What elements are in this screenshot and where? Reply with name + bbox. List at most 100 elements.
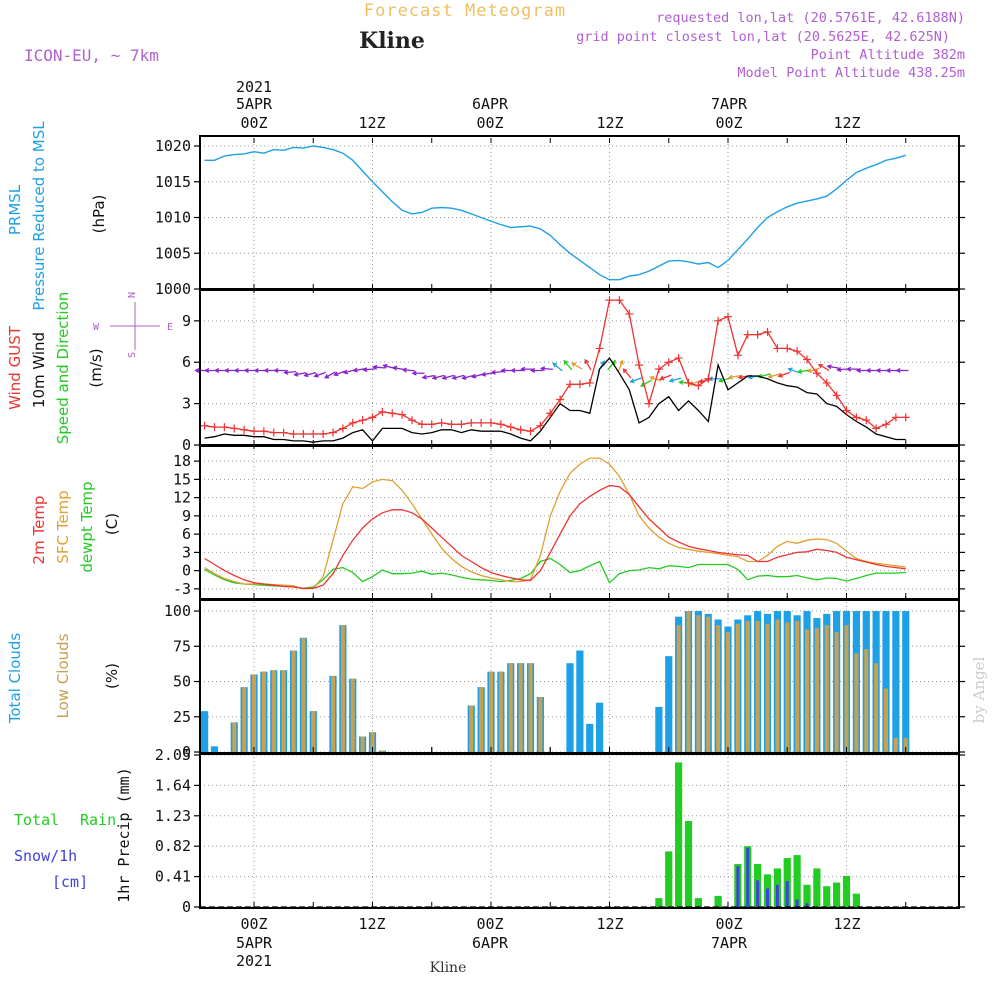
gust-marker	[477, 418, 486, 427]
wind-direction-arrow	[530, 368, 544, 373]
chart-title: Forecast Meteogram	[364, 1, 566, 21]
wind-gust-series-line	[204, 299, 906, 435]
rain-bar	[842, 875, 851, 907]
top-hour-label-2: 12Z	[358, 114, 385, 132]
gust-marker	[516, 425, 525, 434]
wind-direction-arrow	[411, 370, 425, 376]
gust-marker	[250, 427, 258, 436]
y-tick-label: 15	[173, 470, 191, 488]
low-cloud-bar	[469, 705, 474, 752]
total-cloud-bar	[882, 611, 890, 752]
wind-direction-arrow	[727, 374, 741, 380]
total-clouds-label: Total Clouds	[6, 633, 24, 725]
precip-panel-frame	[199, 753, 960, 909]
gust-marker	[664, 358, 673, 367]
model-name: ICON-EU, ~ 7km	[24, 46, 159, 65]
compass-w: W	[93, 322, 100, 333]
total-cloud-bar	[201, 711, 209, 752]
watermark: by Angel	[970, 656, 988, 723]
wind-direction-arrow	[846, 366, 860, 372]
y-tick-label: 9	[182, 312, 191, 330]
total-cloud-bar	[892, 611, 900, 752]
wind-direction-arrow	[584, 358, 592, 371]
bottom-hour-label-2: 12Z	[358, 915, 385, 933]
wind-10m-series-line	[204, 357, 906, 443]
top-hour-label-1: 00Z	[240, 114, 267, 132]
gust-marker	[812, 369, 821, 378]
rain-bar	[655, 898, 663, 907]
gust-marker	[882, 420, 890, 429]
low-cloud-bar	[864, 649, 869, 752]
wind-direction-arrow	[441, 374, 455, 380]
wind-direction-arrow	[826, 364, 840, 370]
gust-marker	[289, 429, 298, 438]
bottom-day-label-3: 7APR	[711, 934, 748, 952]
snow-bar	[805, 903, 809, 907]
y-tick-label: 25	[173, 708, 191, 726]
low-cloud-bar	[795, 620, 800, 752]
wind-direction-arrow	[817, 363, 830, 372]
temperature-panel: 2m Temp SFC Temp dewpt Temp (C) -3036912…	[30, 444, 965, 600]
clouds-unit-label: (%)	[103, 663, 121, 689]
gust-marker	[388, 409, 397, 418]
total-cloud-bar	[665, 656, 673, 752]
gust-marker	[338, 424, 347, 433]
2m-temp-series-line	[204, 484, 906, 589]
requested-coords: requested lon,lat (20.5761E, 42.6188N)	[656, 10, 965, 26]
gust-marker	[398, 410, 407, 419]
compass-center: |	[132, 322, 138, 333]
bottom-location-label: Kline	[430, 960, 467, 976]
gust-marker	[358, 416, 367, 425]
gust-marker	[220, 423, 229, 432]
gust-marker	[457, 420, 466, 429]
wind-direction-arrow	[283, 369, 297, 375]
compass-e: E	[167, 322, 173, 333]
low-cloud-bar	[370, 732, 375, 752]
gust-marker	[724, 312, 732, 321]
low-cloud-bar	[893, 737, 898, 752]
total-cloud-bar	[210, 746, 219, 752]
y-tick-label: 1.23	[155, 807, 191, 825]
rain-bar	[813, 868, 821, 907]
gust-marker	[694, 381, 703, 390]
gust-marker	[368, 413, 377, 422]
rain-bar	[714, 895, 722, 907]
bottom-hour-label-4: 12Z	[596, 915, 623, 933]
gust-marker	[408, 416, 416, 425]
wind-direction-arrow	[490, 369, 504, 375]
low-cloud-bar	[232, 722, 237, 752]
top-day-label-1: 5APR	[236, 95, 273, 113]
wind-10m-label: 10m Wind	[30, 332, 48, 408]
grid-point-coords: grid point closest lon,lat (20.5625E, 42…	[576, 29, 950, 45]
low-cloud-bar	[518, 663, 523, 752]
gust-marker	[783, 344, 792, 353]
bottom-hour-label-5: 00Z	[715, 915, 742, 933]
low-cloud-bar	[785, 622, 790, 752]
rain-bar	[833, 882, 841, 907]
low-cloud-bar	[834, 632, 839, 752]
temperature-panel-frame	[199, 445, 960, 600]
pressure-series-line	[204, 145, 906, 281]
low-cloud-bar	[765, 623, 770, 752]
low-cloud-bar	[854, 653, 859, 752]
wind-direction-label: Speed and Direction	[54, 292, 72, 445]
y-tick-label: 1.64	[155, 776, 191, 794]
low-cloud-bar	[676, 625, 681, 752]
total-cloud-bar	[586, 723, 594, 752]
gust-marker	[536, 421, 545, 430]
snow-bar	[785, 881, 789, 907]
compass-s: S	[127, 352, 138, 358]
low-cloud-bar	[884, 688, 888, 752]
legend-snow-label: Snow/1h	[14, 847, 77, 865]
bottom-day-label-2: 6APR	[472, 934, 509, 952]
gust-marker	[506, 423, 515, 432]
top-hour-label-6: 12Z	[833, 114, 860, 132]
gust-marker	[259, 427, 268, 436]
gust-marker	[230, 424, 239, 433]
y-tick-label: -3	[173, 580, 191, 598]
legend-rain-label: Rain	[80, 811, 116, 829]
low-cloud-bar	[716, 625, 721, 752]
gust-marker	[733, 351, 742, 360]
gust-marker	[852, 413, 861, 422]
wind-direction-arrow	[461, 374, 475, 380]
